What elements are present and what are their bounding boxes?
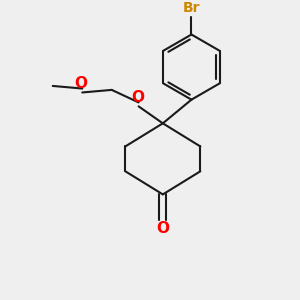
Text: O: O (156, 221, 169, 236)
Text: Br: Br (183, 1, 200, 15)
Text: O: O (131, 90, 144, 105)
Text: O: O (74, 76, 87, 91)
